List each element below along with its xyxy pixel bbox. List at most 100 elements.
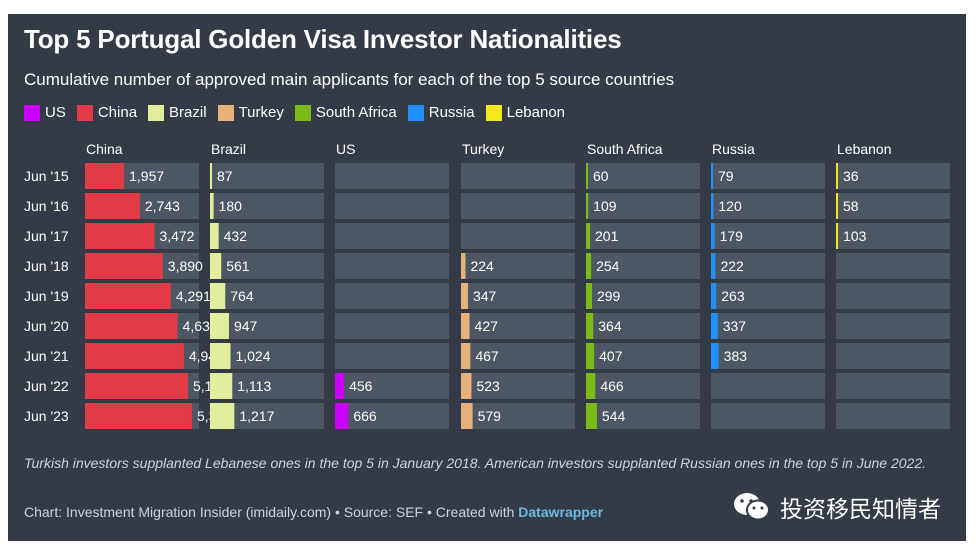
bar-south-africa	[586, 313, 594, 339]
bar-south-africa	[586, 403, 597, 429]
column-header-turkey: Turkey	[462, 141, 504, 157]
bar-brazil	[210, 403, 235, 429]
bar-turkey	[461, 253, 466, 279]
bar-background	[335, 343, 449, 369]
bar-china	[85, 373, 188, 399]
data-label: 432	[224, 228, 248, 244]
legend-label: China	[97, 104, 138, 121]
legend-swatch	[217, 104, 234, 121]
bar-background	[461, 343, 575, 369]
bar-brazil	[210, 193, 214, 219]
bar-background	[335, 193, 449, 219]
wechat-icon	[734, 493, 770, 521]
column-header-south-africa: South Africa	[587, 141, 663, 157]
row-label: Jun '21	[24, 348, 69, 364]
data-label: 383	[724, 348, 748, 364]
bar-background	[836, 403, 950, 429]
bar-china	[85, 193, 140, 219]
bar-background	[586, 403, 700, 429]
data-label: 87	[217, 168, 233, 184]
datawrapper-link[interactable]: Datawrapper	[518, 504, 604, 520]
bar-russia	[711, 223, 715, 249]
data-label: 1,024	[235, 348, 270, 364]
bar-brazil	[210, 223, 219, 249]
legend-item-turkey: Turkey	[217, 104, 284, 121]
chart-title: Top 5 Portugal Golden Visa Investor Nati…	[24, 24, 622, 54]
bar-russia	[711, 193, 714, 219]
bar-background	[461, 253, 575, 279]
row-label: Jun '22	[24, 378, 69, 394]
bar-background	[586, 343, 700, 369]
credit-text: Chart: Investment Migration Insider (imi…	[24, 504, 519, 520]
bar-brazil	[210, 163, 212, 189]
bar-background	[335, 163, 449, 189]
legend-label: Turkey	[238, 104, 284, 121]
legend-item-brazil: Brazil	[148, 104, 207, 121]
data-label: 1,217	[239, 408, 274, 424]
bar-russia	[711, 283, 717, 309]
data-label: 2,743	[145, 198, 180, 214]
bar-china	[85, 223, 155, 249]
bar-turkey	[461, 343, 471, 369]
bar-south-africa	[586, 343, 595, 369]
legend-swatch	[148, 104, 165, 121]
legend-item-us: US	[24, 104, 66, 121]
bar-brazil	[210, 343, 231, 369]
bar-background	[711, 403, 825, 429]
legend: US China Brazil Turkey South Africa Russ…	[24, 104, 576, 121]
bar-background	[586, 283, 700, 309]
bar-background	[836, 253, 950, 279]
data-label: 263	[721, 288, 745, 304]
bar-background	[586, 223, 700, 249]
legend-label: Russia	[428, 104, 475, 121]
data-label: 222	[720, 258, 744, 274]
data-label: 3,890	[168, 258, 203, 274]
bar-background	[335, 223, 449, 249]
data-label: 561	[226, 258, 250, 274]
legend-label: US	[45, 104, 66, 121]
legend-swatch	[294, 104, 311, 121]
data-label: 254	[596, 258, 620, 274]
legend-item-south-africa: South Africa	[294, 104, 397, 121]
row-label: Jun '17	[24, 228, 69, 244]
bar-background	[461, 373, 575, 399]
bar-south-africa	[586, 283, 592, 309]
row-label: Jun '19	[24, 288, 69, 304]
bar-background	[836, 343, 950, 369]
bar-background	[836, 313, 950, 339]
column-header-us: US	[336, 141, 355, 157]
legend-item-china: China	[76, 104, 138, 121]
bar-south-africa	[586, 223, 591, 249]
bar-turkey	[461, 283, 468, 309]
bar-us	[335, 373, 345, 399]
bar-russia	[711, 343, 719, 369]
bar-brazil	[210, 253, 222, 279]
bar-lebanon	[836, 163, 838, 189]
data-label: 4,291	[176, 288, 211, 304]
bar-chart-grid: Jun '15 Jun '16 Jun '17 Jun '18 Jun '19 Jun '…	[24, 141, 950, 429]
bar-lebanon	[836, 193, 838, 219]
bar-background	[335, 283, 449, 309]
bar-background	[586, 193, 700, 219]
data-label: 364	[598, 318, 622, 334]
bar-south-africa	[586, 373, 596, 399]
bar-turkey	[461, 373, 472, 399]
data-label: 180	[219, 198, 243, 214]
data-label: 407	[599, 348, 623, 364]
wechat-watermark: 投资移民知情者	[732, 490, 941, 524]
data-label: 36	[843, 168, 859, 184]
row-label: Jun '15	[24, 168, 69, 184]
data-label: 299	[597, 288, 621, 304]
bar-south-africa	[586, 253, 592, 279]
bar-background	[210, 163, 324, 189]
legend-swatch	[76, 104, 93, 121]
bar-brazil	[210, 283, 226, 309]
row-label: Jun '20	[24, 318, 69, 334]
data-label: 60	[593, 168, 609, 184]
data-label: 947	[234, 318, 258, 334]
data-label: 466	[600, 378, 624, 394]
bar-background	[711, 163, 825, 189]
bar-background	[586, 253, 700, 279]
bar-china	[85, 403, 192, 429]
data-label: 3,472	[159, 228, 194, 244]
